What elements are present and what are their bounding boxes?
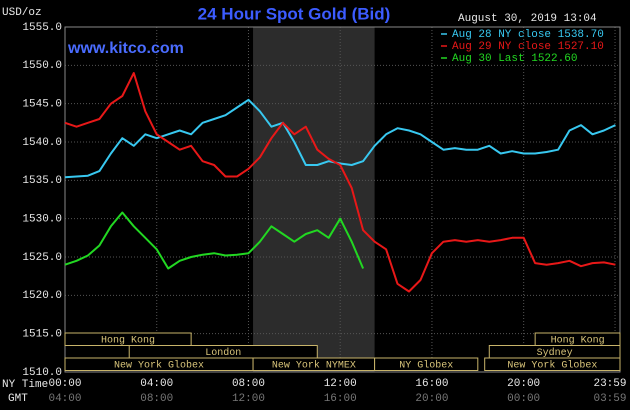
session-box xyxy=(64,332,192,346)
x2-tick-label: 03:59 xyxy=(593,393,626,405)
y-tick-label: 1535.0 xyxy=(22,175,62,187)
x-tick-label: 23:59 xyxy=(593,378,626,390)
series-line xyxy=(64,211,365,270)
x2-axis-label: GMT xyxy=(8,393,28,405)
x-axis-label: NY Time xyxy=(2,379,48,391)
x-tick-label: 16:00 xyxy=(415,378,448,390)
x-tick-label: 08:00 xyxy=(232,378,265,390)
x2-tick-label: 12:00 xyxy=(232,393,265,405)
x-tick-label: 00:00 xyxy=(48,378,81,390)
chart-title: 24 Hour Spot Gold (Bid) xyxy=(198,4,391,23)
x2-tick-label: 00:00 xyxy=(507,393,540,405)
series-line xyxy=(64,98,616,179)
y-tick-label: 1540.0 xyxy=(22,137,62,149)
x2-tick-label: 08:00 xyxy=(140,393,173,405)
y-tick-label: 1545.0 xyxy=(22,99,62,111)
session-box xyxy=(374,357,479,371)
x-tick-label: 12:00 xyxy=(324,378,357,390)
x-tick-label: 20:00 xyxy=(507,378,540,390)
y-axis-label: USD/oz xyxy=(2,7,42,19)
x-tick-label: 04:00 xyxy=(140,378,173,390)
y-tick-label: 1520.0 xyxy=(22,290,62,302)
series-line xyxy=(64,72,616,293)
x2-tick-label: 04:00 xyxy=(48,393,81,405)
legend-label: Aug 28 NY close 1538.70 xyxy=(452,29,604,41)
y-tick-label: 1510.0 xyxy=(22,367,62,379)
session-label: London xyxy=(205,347,241,359)
x2-tick-label: 20:00 xyxy=(415,393,448,405)
y-tick-label: 1555.0 xyxy=(22,22,62,34)
session-label: New York Globex xyxy=(114,359,204,371)
session-label: Hong Kong xyxy=(101,335,155,346)
x2-tick-label: 16:00 xyxy=(324,393,357,405)
session-label: New York NYMEX xyxy=(272,359,356,371)
legend-label: Aug 29 NY close 1527.10 xyxy=(452,41,604,53)
session-label: Hong Kong xyxy=(551,335,605,346)
plot-border xyxy=(64,26,621,373)
y-tick-label: 1515.0 xyxy=(22,329,62,341)
watermark: www.kitco.com xyxy=(67,40,184,57)
session-label: New York Globex xyxy=(507,359,597,371)
y-tick-label: 1550.0 xyxy=(22,60,62,72)
legend-label: Aug 30 Last 1522.60 xyxy=(452,53,577,65)
y-tick-label: 1525.0 xyxy=(22,252,62,264)
session-label: NY Globex xyxy=(399,359,453,371)
session-shade xyxy=(253,27,375,372)
session-label: Sydney xyxy=(537,347,573,359)
y-tick-label: 1530.0 xyxy=(22,214,62,226)
timestamp: August 30, 2019 13:04 xyxy=(458,13,597,25)
session-box xyxy=(484,357,621,371)
